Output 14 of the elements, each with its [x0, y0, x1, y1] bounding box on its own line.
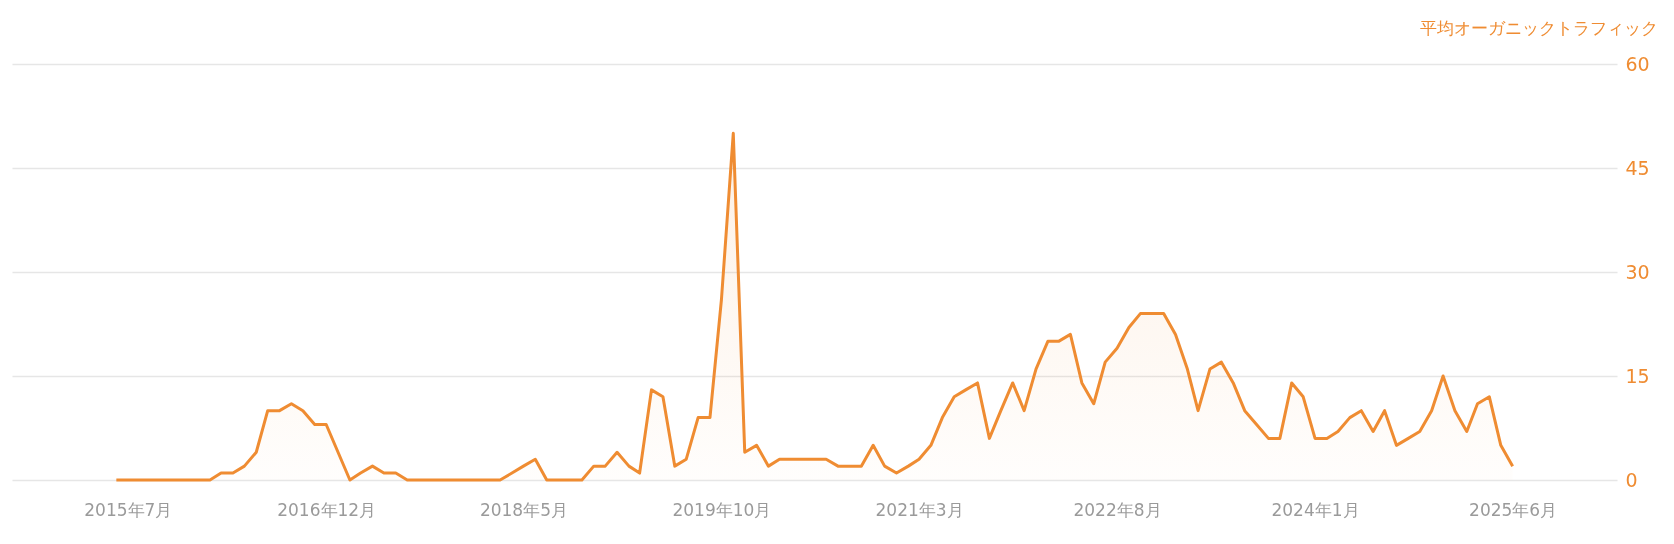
- y-tick-label: 30: [1625, 260, 1650, 283]
- y-tick-label: 0: [1625, 468, 1638, 491]
- x-tick-label: 2015年7月: [84, 499, 173, 520]
- x-tick-label: 2016年12月: [277, 499, 377, 520]
- y-tick-label: 60: [1625, 52, 1650, 75]
- x-tick-label: 2021年3月: [875, 499, 964, 520]
- y-tick-label: 45: [1625, 156, 1650, 179]
- x-tick-label: 2018年5月: [479, 499, 568, 520]
- y-tick-label: 15: [1625, 364, 1650, 387]
- x-tick-label: 2019年10月: [672, 499, 772, 520]
- x-tick-label: 2022年8月: [1073, 499, 1162, 520]
- y-axis-title: 平均オーガニックトラフィック: [1419, 17, 1658, 38]
- x-tick-label: 2025年6月: [1469, 499, 1558, 520]
- x-tick-label: 2024年1月: [1271, 499, 1360, 520]
